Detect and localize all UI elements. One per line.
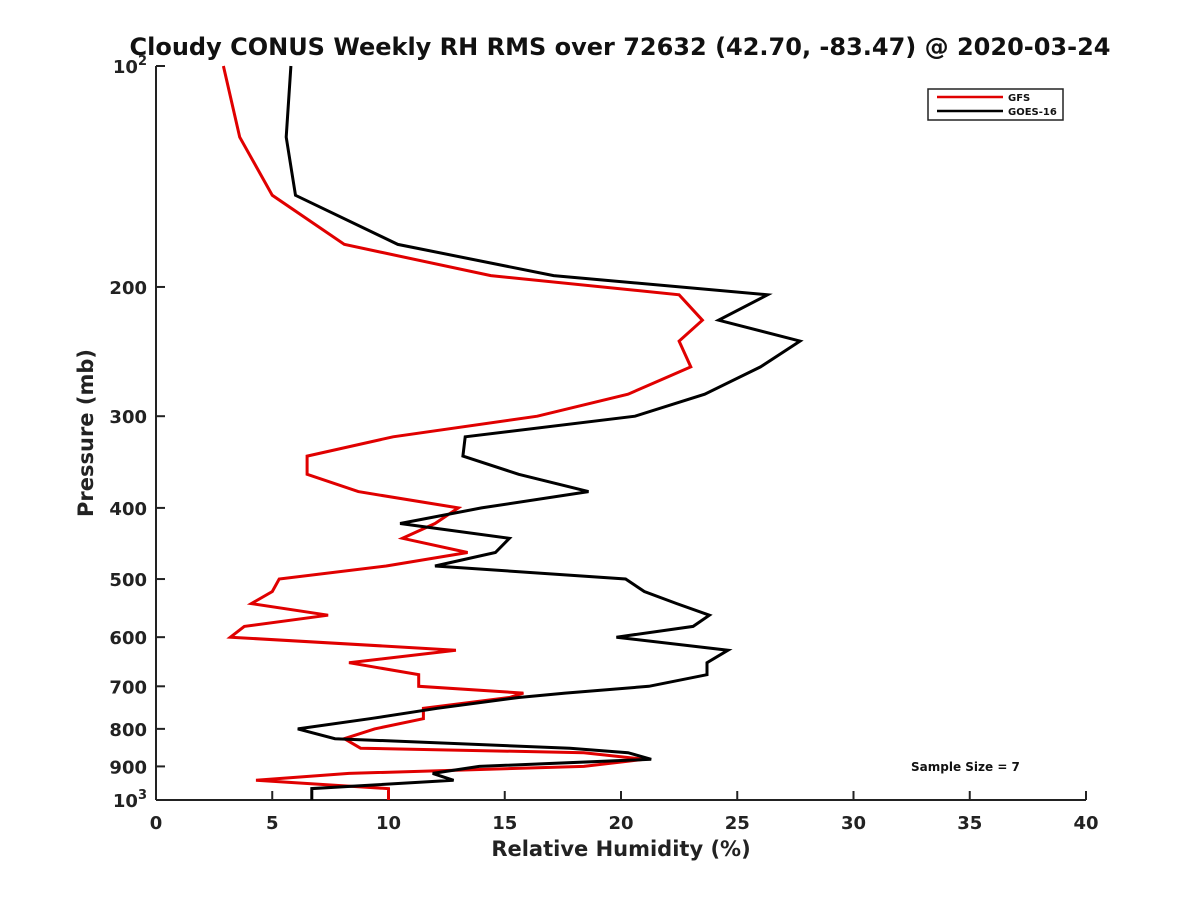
legend-label-gfs: GFS [1008,93,1030,104]
y-tick-label: 200 [109,278,147,299]
x-tick-label: 30 [841,813,866,834]
legend-box [927,88,1064,121]
y-tick-label: 400 [109,499,147,520]
x-tick-label: 15 [492,813,517,834]
y-tick-label: 700 [109,677,147,698]
y-tick-label: 103 [113,788,147,812]
sample-size-annotation: Sample Size = 7 [911,760,1020,774]
x-tick-label: 25 [725,813,750,834]
x-ticks: 0 5 10 15 20 25 30 35 40 [150,791,1099,834]
y-tick-label: 500 [109,570,147,591]
series-lines [221,65,804,800]
x-axis-label: Relative Humidity (%) [491,837,750,861]
y-ticks: 102 200 300 400 500 600 700 800 900 103 [109,54,165,812]
x-tick-label: 40 [1073,813,1098,834]
y-axis-label: Pressure (mb) [74,349,98,517]
chart-title: Cloudy CONUS Weekly RH RMS over 72632 (4… [130,33,1111,61]
y-tick-label: 800 [109,720,147,741]
y-tick-label: 300 [109,407,147,428]
x-tick-label: 10 [376,813,401,834]
x-tick-label: 0 [150,813,163,834]
series-line-goes16 [284,65,804,800]
x-tick-label: 5 [266,813,279,834]
series-line-gfs [221,65,705,800]
x-tick-label: 35 [957,813,982,834]
legend: GFS GOES-16 [927,88,1064,121]
legend-label-goes16: GOES-16 [1008,107,1057,118]
y-tick-label: 900 [109,757,147,778]
y-tick-label: 102 [113,54,147,78]
x-tick-label: 20 [608,813,633,834]
y-tick-label: 600 [109,628,147,649]
